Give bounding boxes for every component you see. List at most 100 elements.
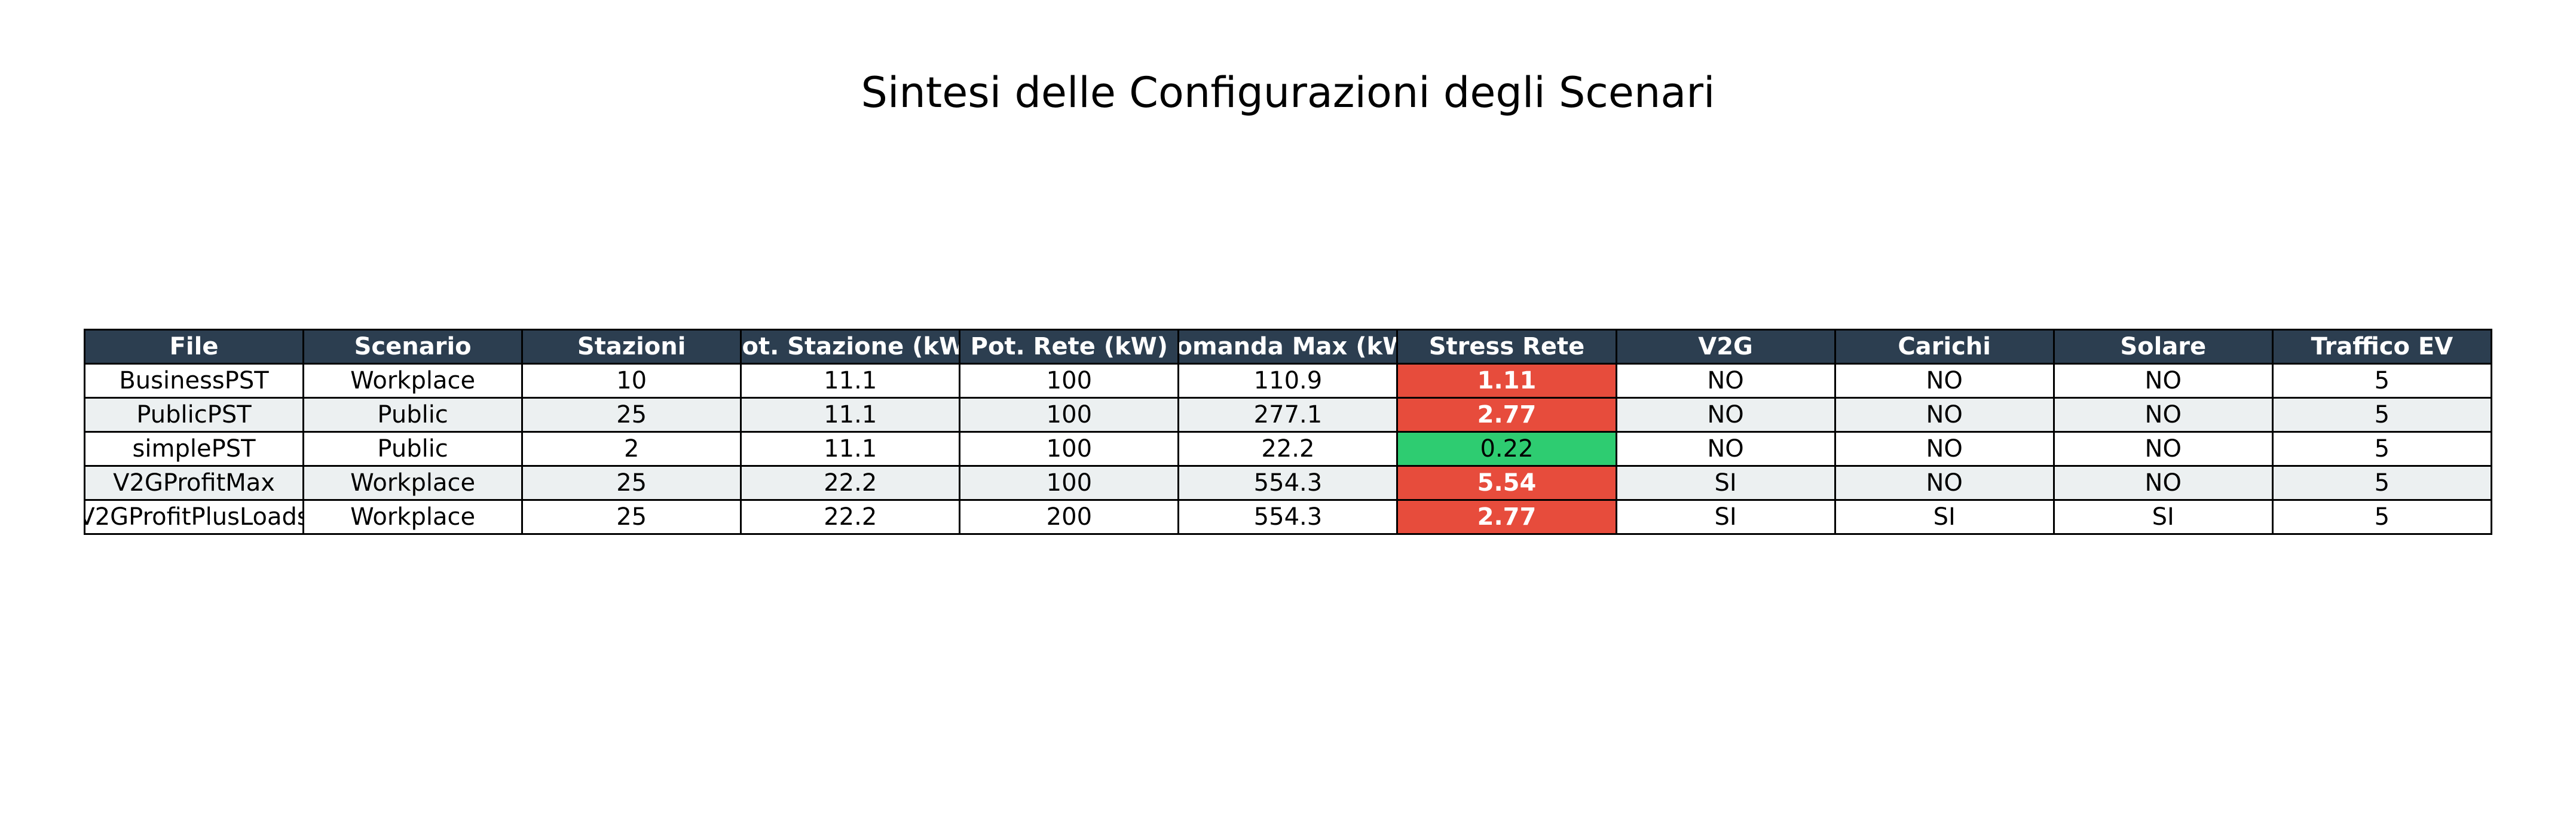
table-cell: 25 (521, 465, 742, 501)
table-cell: 277.1 (1177, 397, 1399, 433)
table-cell: 5 (2271, 363, 2493, 399)
column-header: Domanda Max (kW) (1177, 329, 1399, 365)
cell-value: 5 (2374, 469, 2390, 497)
column-header-label: Pot. Stazione (kW) (742, 333, 958, 360)
column-header-label: Stress Rete (1428, 333, 1585, 360)
cell-value: 100 (1046, 401, 1093, 429)
cell-value: 5.54 (1477, 469, 1537, 497)
stress-cell: 2.77 (1396, 499, 1617, 535)
stress-cell: 0.22 (1396, 431, 1617, 467)
table-row: simplePST Public 2 11.1 100 22.2 0.22 NO NO NO 5 (83, 431, 2493, 467)
column-header-label: Traffico EV (2311, 333, 2453, 360)
cell-value: 22.2 (824, 469, 877, 497)
table-cell: SI (1834, 499, 2055, 535)
table-cell: 11.1 (740, 397, 961, 433)
table-cell: NO (1834, 431, 2055, 467)
cell-value: NO (1707, 401, 1744, 429)
table-cell: NO (1834, 397, 2055, 433)
cell-value: SI (2152, 503, 2174, 531)
table-cell: 554.3 (1177, 499, 1399, 535)
table-cell: 2 (521, 431, 742, 467)
cell-value: 100 (1046, 435, 1093, 463)
cell-value: simplePST (132, 435, 256, 463)
cell-value: NO (2144, 469, 2182, 497)
cell-value: 25 (616, 503, 647, 531)
table-cell: 200 (959, 499, 1180, 535)
table-cell: 25 (521, 499, 742, 535)
table-cell: simplePST (83, 431, 305, 467)
table-cell: 100 (959, 465, 1180, 501)
table-cell: 5 (2271, 465, 2493, 501)
table-cell: SI (2052, 499, 2274, 535)
cell-value: 2.77 (1477, 401, 1537, 429)
cell-value: Workplace (350, 367, 476, 394)
cell-value: 110.9 (1253, 367, 1323, 394)
column-header-label: File (169, 333, 219, 360)
cell-value: NO (2144, 367, 2182, 394)
column-header: File (83, 329, 305, 365)
table-cell: 5 (2271, 431, 2493, 467)
cell-value: NO (1926, 469, 1963, 497)
column-header-label: Scenario (354, 333, 472, 360)
cell-value: 11.1 (824, 435, 877, 463)
cell-value: 277.1 (1253, 401, 1323, 429)
table-cell: SI (1615, 465, 1836, 501)
column-header-label: V2G (1698, 333, 1753, 360)
cell-value: 22.2 (1261, 435, 1315, 463)
cell-value: NO (1926, 435, 1963, 463)
column-header: Traffico EV (2271, 329, 2493, 365)
table-cell: 100 (959, 363, 1180, 399)
table-row: PublicPST Public 25 11.1 100 277.1 2.77 NO NO NO 5 (83, 397, 2493, 433)
table-row: V2GProfitMax Workplace 25 22.2 100 554.3 5.54 S… (83, 465, 2493, 501)
table-cell: 22.2 (740, 499, 961, 535)
table-cell: V2GProfitMax (83, 465, 305, 501)
table-cell: NO (2052, 465, 2274, 501)
cell-value: V2GProfitPlusLoads (85, 503, 303, 531)
cell-value: Workplace (350, 503, 476, 531)
cell-value: 554.3 (1253, 503, 1323, 531)
cell-value: 100 (1046, 367, 1093, 394)
column-header-label: Carichi (1898, 333, 1991, 360)
table-cell: V2GProfitPlusLoads (83, 499, 305, 535)
cell-value: SI (1714, 503, 1737, 531)
column-header: Pot. Rete (kW) (959, 329, 1180, 365)
cell-value: NO (2144, 401, 2182, 429)
table-cell: NO (1615, 431, 1836, 467)
cell-value: 200 (1046, 503, 1093, 531)
table-cell: NO (2052, 397, 2274, 433)
table-cell: 5 (2271, 397, 2493, 433)
cell-value: 2.77 (1477, 503, 1537, 531)
table-cell: 11.1 (740, 431, 961, 467)
table-cell: 22.2 (740, 465, 961, 501)
cell-value: 22.2 (824, 503, 877, 531)
column-header: Pot. Stazione (kW) (740, 329, 961, 365)
cell-value: 10 (616, 367, 647, 394)
column-header: Stazioni (521, 329, 742, 365)
cell-value: 100 (1046, 469, 1093, 497)
cell-value: PublicPST (136, 401, 252, 429)
cell-value: 5 (2374, 367, 2390, 394)
table-cell: Workplace (302, 465, 524, 501)
header-row: File Scenario Stazioni Pot. Stazione (kW) Po… (83, 329, 2493, 365)
cell-value: NO (1707, 367, 1744, 394)
cell-value: NO (1926, 401, 1963, 429)
table-cell: 11.1 (740, 363, 961, 399)
cell-value: NO (1707, 435, 1744, 463)
table-cell: Workplace (302, 499, 524, 535)
column-header-label: Domanda Max (kW) (1179, 333, 1396, 360)
cell-value: 5 (2374, 401, 2390, 429)
stress-cell: 1.11 (1396, 363, 1617, 399)
column-header: Carichi (1834, 329, 2055, 365)
cell-value: Public (377, 401, 448, 429)
table-cell: PublicPST (83, 397, 305, 433)
chart-title: Sintesi delle Configurazioni degli Scena… (861, 68, 1715, 117)
table-cell: 100 (959, 431, 1180, 467)
cell-value: NO (2144, 435, 2182, 463)
cell-value: SI (1714, 469, 1737, 497)
cell-value: 5 (2374, 503, 2390, 531)
table-cell: Public (302, 431, 524, 467)
cell-value: Public (377, 435, 448, 463)
cell-value: 2 (623, 435, 640, 463)
cell-value: 25 (616, 469, 647, 497)
